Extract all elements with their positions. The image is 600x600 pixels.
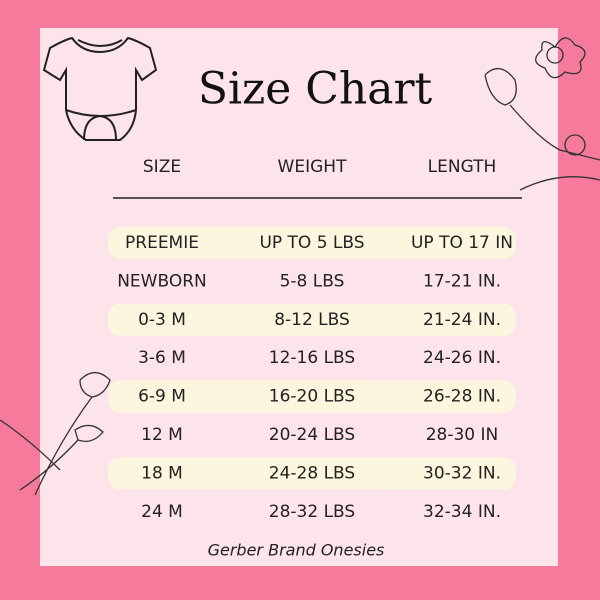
table-cell: 8-12 LBS: [274, 310, 350, 330]
column-header: SIZE: [143, 157, 181, 177]
footer-note: Gerber Brand Onesies: [208, 541, 385, 560]
table-cell: 24 M: [141, 502, 183, 522]
table-cell: 24-28 LBS: [269, 463, 355, 483]
table-cell: 20-24 LBS: [269, 425, 355, 445]
row-highlight: [108, 227, 516, 259]
title: Size Chart: [198, 64, 433, 115]
column-header: WEIGHT: [278, 157, 348, 177]
table-cell: 18 M: [141, 463, 183, 483]
table-cell: 12-16 LBS: [269, 348, 355, 368]
table-cell: PREEMIE: [125, 233, 199, 253]
row-highlight: [108, 303, 516, 336]
table-cell: 0-3 M: [138, 310, 186, 330]
row-highlight: [108, 457, 516, 490]
onesie-icon: [42, 36, 158, 141]
table-cell: 16-20 LBS: [269, 387, 355, 407]
column-header: LENGTH: [428, 157, 497, 177]
table-cell: 5-8 LBS: [280, 271, 345, 291]
table-cell: 6-9 M: [138, 387, 186, 407]
table-cell: UP TO 17 IN: [411, 233, 513, 253]
table-cell: 28-30 IN: [426, 425, 499, 445]
table-cell: 32-34 IN.: [423, 502, 501, 522]
table-cell: 26-28 IN.: [423, 387, 501, 407]
table-cell: 12 M: [141, 425, 183, 445]
table-cell: 28-32 LBS: [269, 502, 355, 522]
table-cell: 17-21 IN.: [423, 271, 501, 291]
table-cell: UP TO 5 LBS: [259, 233, 364, 253]
flower-decoration: [0, 37, 600, 496]
table-cell: 21-24 IN.: [423, 310, 501, 330]
table-cell: NEWBORN: [117, 271, 207, 291]
row-highlight: [108, 380, 516, 413]
table-cell: 30-32 IN.: [423, 463, 501, 483]
table-cell: 24-26 IN.: [423, 348, 501, 368]
table-cell: 3-6 M: [138, 348, 186, 368]
